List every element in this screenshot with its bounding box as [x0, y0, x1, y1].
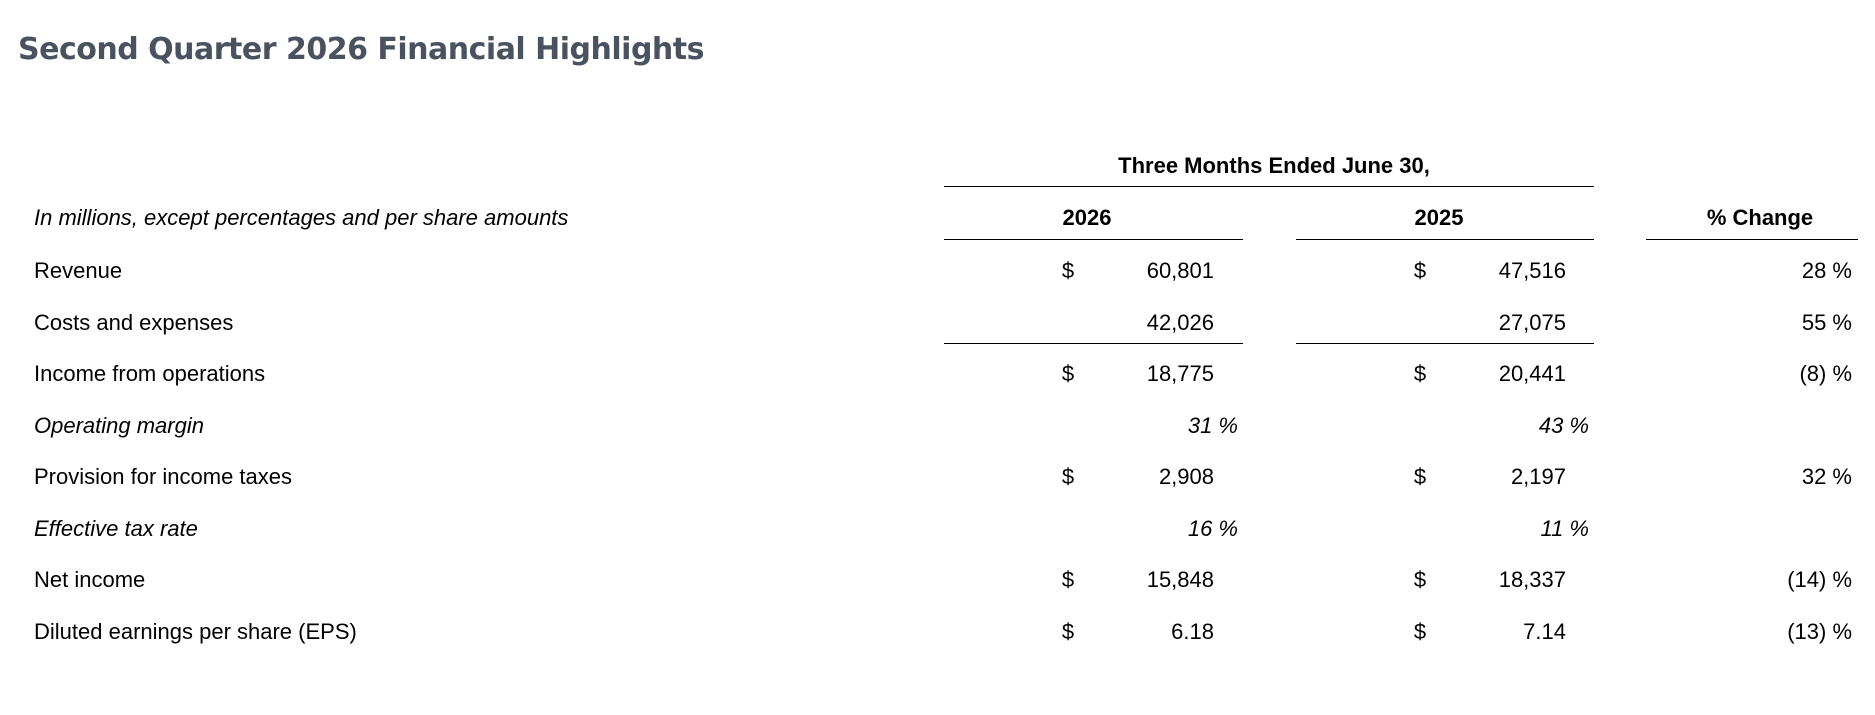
percent-change: 32 %	[1801, 464, 1852, 489]
percent-change: (8) %	[1799, 361, 1852, 386]
currency: $	[1413, 567, 1427, 592]
value-2025: 43 %	[1538, 412, 1589, 438]
value-2025: 18,337	[1498, 567, 1566, 592]
row-label: Costs and expenses	[34, 309, 234, 335]
value-2025: 7.14	[1523, 618, 1566, 644]
currency: $	[1413, 618, 1427, 644]
currency: $	[1061, 618, 1075, 644]
group-header: Three Months Ended June 30,	[1118, 153, 1430, 178]
percent-change: (13) %	[1787, 618, 1852, 644]
page-title: Second Quarter 2026 Financial Highlights	[18, 32, 704, 67]
units-note: In millions, except percentages and per …	[34, 205, 569, 230]
row-label: Effective tax rate	[34, 515, 198, 541]
column-header: % Change	[1706, 205, 1814, 230]
row-label: Net income	[34, 567, 146, 592]
currency: $	[1413, 361, 1427, 386]
value-2026: 18,775	[1146, 361, 1214, 386]
percent-change: 55 %	[1801, 309, 1852, 335]
percent-change: (14) %	[1787, 567, 1852, 592]
row-label: Operating margin	[34, 412, 204, 438]
value-2026: 2,908	[1158, 464, 1214, 489]
value-2025: 20,441	[1498, 361, 1566, 386]
rule	[944, 186, 1594, 187]
value-2026: 6.18	[1171, 618, 1214, 644]
value-2026: 31 %	[1187, 412, 1238, 438]
rule	[1296, 239, 1594, 240]
currency: $	[1061, 464, 1075, 489]
value-2025: 2,197	[1510, 464, 1566, 489]
column-header: 2026	[1062, 205, 1112, 230]
currency: $	[1061, 567, 1075, 592]
rule	[1296, 342, 1594, 344]
currency: $	[1413, 258, 1427, 283]
column-header: 2025	[1414, 205, 1464, 230]
value-2026: 16 %	[1187, 515, 1238, 541]
value-2026: 15,848	[1146, 567, 1214, 592]
currency: $	[1061, 361, 1075, 386]
value-2025: 27,075	[1498, 309, 1566, 335]
row-label: Provision for income taxes	[34, 464, 292, 489]
rule	[944, 342, 1243, 344]
currency: $	[1413, 464, 1427, 489]
row-label: Diluted earnings per share (EPS)	[34, 618, 357, 644]
value-2026: 42,026	[1146, 309, 1214, 335]
value-2025: 11 %	[1540, 515, 1589, 541]
currency: $	[1061, 258, 1075, 283]
rule	[944, 239, 1243, 240]
value-2025: 47,516	[1498, 258, 1566, 283]
value-2026: 60,801	[1146, 258, 1214, 283]
row-label: Revenue	[34, 258, 123, 283]
percent-change: 28 %	[1801, 258, 1852, 283]
rule	[1646, 239, 1858, 240]
row-label: Income from operations	[34, 361, 266, 386]
